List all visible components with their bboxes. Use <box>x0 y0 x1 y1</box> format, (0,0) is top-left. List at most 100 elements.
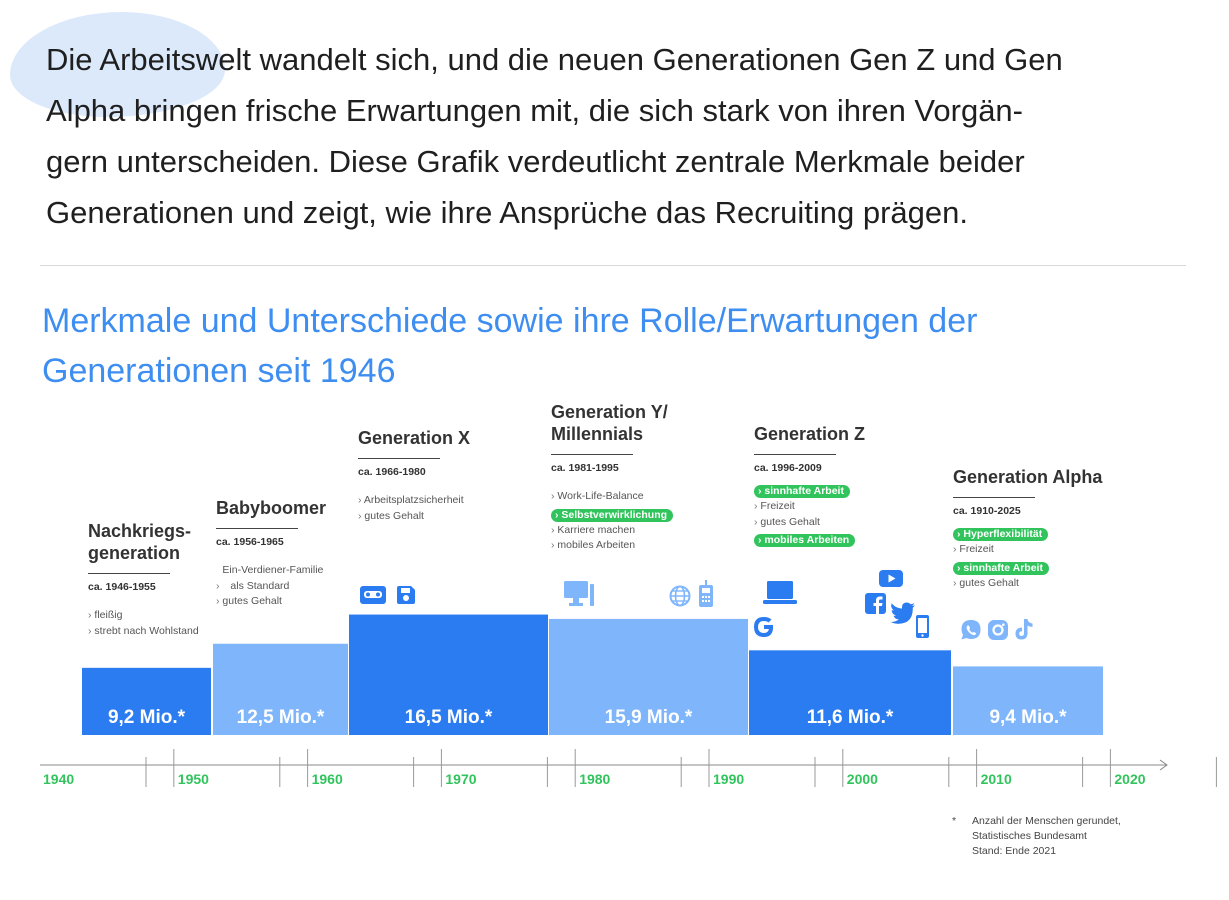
axis-tick-label: 2020 <box>1114 771 1145 787</box>
trait-item-highlighted: sinnhafte Arbeit <box>953 561 1049 575</box>
footnote-star: * <box>952 815 957 827</box>
trait-text: als Standard <box>230 579 290 592</box>
trait-item-highlighted: Selbstverwirklichung <box>551 508 674 522</box>
axis-tick-label: 1990 <box>713 771 744 787</box>
chart-title: Merkmale und Unterschiede sowie ihre Rol… <box>42 296 1042 396</box>
trait-item: mobiles Arbeiten <box>551 538 673 554</box>
generation-babyboomer: Babyboomer ca. 1956-1965 Ein-Verdiener-F… <box>216 497 326 610</box>
chart-title-line-2: Generationen seit 1946 <box>42 352 396 390</box>
section-divider <box>40 265 1186 266</box>
cassette-icon <box>360 586 386 604</box>
generation-years: ca. 1966-1980 <box>358 466 426 478</box>
generation-name: Generation Y/ Millennials <box>551 401 673 445</box>
trait-item: Karriere machen <box>551 523 673 539</box>
bar-value-label: 9,4 Mio.* <box>989 707 1067 728</box>
axis-tick-label: 1940 <box>43 771 74 787</box>
generation-rule <box>216 528 298 529</box>
trait-item: Freizeit <box>953 542 1102 558</box>
generation-name-line-2: generation <box>88 543 181 563</box>
trait-item-highlighted: Hyperflexibilität <box>953 528 1049 541</box>
trait-list: Hyperflexibilität Freizeit sinnhafte Arb… <box>953 524 1102 591</box>
smartphone-icon <box>916 615 929 638</box>
trait-list: Ein-Verdiener-Familie als Standard gutes … <box>216 563 326 610</box>
axis-tick-label: 1970 <box>445 771 476 787</box>
generation-y: Generation Y/ Millennials ca. 1981-1995 … <box>551 401 674 554</box>
trait-item: Work-Life-Balance <box>551 489 673 505</box>
generation-name-line-2: Millennials <box>551 424 644 444</box>
floppy-disk-icon <box>397 586 415 604</box>
axis-arrow <box>1159 759 1168 771</box>
intro-line-1: Die Arbeitswelt wandelt sich, und die ne… <box>46 42 1063 77</box>
generation-rule <box>754 454 836 455</box>
bar-value-label: 15,9 Mio.* <box>605 707 693 728</box>
generation-x: Generation X ca. 1966-1980 Arbeitsplatzs… <box>358 427 470 524</box>
axis-tick-label: 1950 <box>178 771 209 787</box>
trait-item: gutes Gehalt <box>216 594 326 610</box>
trait-item: gutes Gehalt <box>754 515 865 531</box>
trait-list: sinnhafte Arbeit Freizeit gutes Gehalt m… <box>754 481 865 548</box>
chart-title-line-1: Merkmale und Unterschiede sowie ihre Rol… <box>42 302 978 340</box>
generation-name-line-1: Nachkriegs- <box>88 521 192 541</box>
trait-item: Ein-Verdiener-Familie als Standard <box>216 563 326 594</box>
bar-generation-z <box>749 650 951 735</box>
footnote-line-1: Anzahl der Menschen gerundet, <box>972 815 1121 827</box>
desktop-computer-icon <box>564 581 594 606</box>
trait-item: gutes Gehalt <box>953 576 1102 592</box>
axis-tick-label: 1980 <box>579 771 610 787</box>
generation-years: ca. 1996-2009 <box>754 462 822 474</box>
footnote-line-2: Statistisches Bundesamt <box>972 830 1087 842</box>
generation-rule <box>88 573 170 574</box>
globe-icon <box>669 585 691 607</box>
trait-list: fleißig strebt nach Wohlstand <box>88 608 199 640</box>
generation-name: Generation Z <box>754 424 866 444</box>
laptop-icon <box>763 581 797 604</box>
generation-rule <box>358 458 440 459</box>
trait-item: fleißig <box>88 608 199 624</box>
axis-tick-label: 1960 <box>312 771 343 787</box>
generation-name: Generation X <box>358 428 471 448</box>
facebook-icon <box>865 593 886 614</box>
axis-tick-label: 2010 <box>981 771 1012 787</box>
generation-name-line-1: Generation Y/ <box>551 402 668 422</box>
trait-text: Ein-Verdiener-Familie <box>222 564 324 576</box>
trait-list: Work-Life-Balance Selbstverwirklichung K… <box>551 489 674 554</box>
generation-name: Nachkriegs- generation <box>88 520 199 564</box>
trait-item-highlighted: sinnhafte Arbeit <box>754 485 850 498</box>
generation-z: Generation Z ca. 1996-2009 sinnhafte Arb… <box>754 423 865 548</box>
axis-tick-label: 2000 <box>847 771 878 787</box>
generation-years: ca. 1956-1965 <box>216 536 284 548</box>
generation-nachkrieg: Nachkriegs- generation ca. 1946-1955 fle… <box>88 520 199 639</box>
whatsapp-icon <box>961 620 981 640</box>
bar-nachkriegsgeneration <box>82 667 211 735</box>
bar-generation-x <box>349 614 548 735</box>
trait-item: Freizeit <box>754 499 865 515</box>
bar-value-label: 16,5 Mio.* <box>405 707 493 728</box>
trait-item: strebt nach Wohlstand <box>88 624 198 640</box>
bar-value-label: 11,6 Mio.* <box>807 707 894 728</box>
bar-generation-alpha <box>953 666 1103 735</box>
trait-item-highlighted: mobiles Arbeiten <box>754 534 856 547</box>
youtube-icon <box>879 570 903 587</box>
highlight-blob <box>10 12 225 117</box>
generation-name: Babyboomer <box>216 498 327 518</box>
generation-rule <box>953 497 1035 498</box>
intro-line-3: gern unterscheiden. Diese Grafik verdeut… <box>46 144 1025 179</box>
twitter-icon <box>890 602 915 624</box>
google-icon <box>754 617 774 637</box>
trait-item: gutes Gehalt <box>358 509 470 525</box>
bar-generation-y <box>549 618 748 735</box>
trait-item: Arbeitsplatzsicherheit <box>358 493 470 509</box>
generation-years: ca. 1910-2025 <box>953 505 1021 517</box>
cell-phone-icon <box>699 580 713 607</box>
instagram-icon <box>988 620 1008 640</box>
generation-rule <box>551 454 633 455</box>
bar-babyboomer <box>213 643 348 735</box>
footnote: * Anzahl der Menschen gerundet, Statisti… <box>952 814 1121 859</box>
footnote-line-3: Stand: Ende 2021 <box>972 845 1057 857</box>
bar-value-label: 9,2 Mio.* <box>108 707 186 728</box>
intro-text: Die Arbeitswelt wandelt sich, und die ne… <box>46 34 1196 238</box>
intro-line-2: Alpha bringen frische Erwartungen mit, d… <box>46 93 1023 128</box>
tiktok-icon <box>1015 619 1033 640</box>
generation-years: ca. 1981-1995 <box>551 462 619 474</box>
